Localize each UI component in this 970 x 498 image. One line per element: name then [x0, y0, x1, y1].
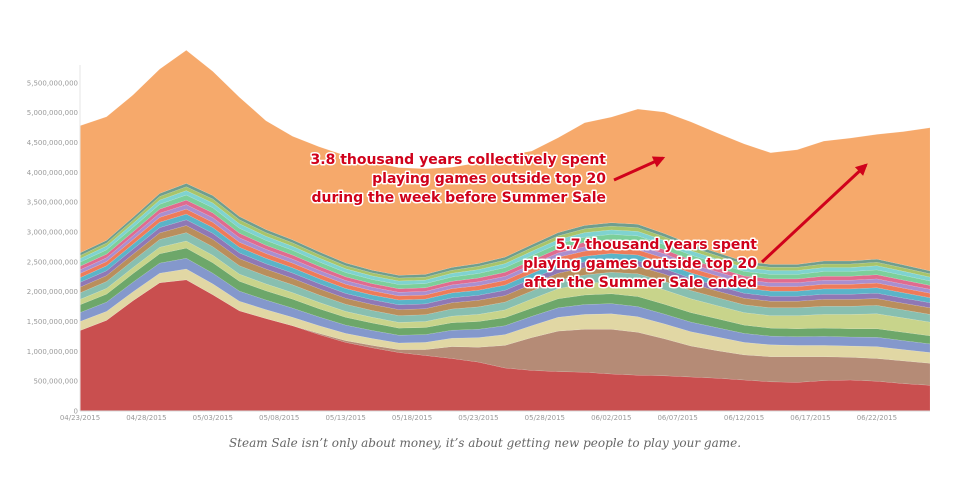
chart-svg: 0 500,000,000 1,000,000,000 1,500,000,000 2,… [27, 50, 931, 422]
x-tick-label: 06/22/2015 [857, 414, 897, 422]
annotation-2-arrow [760, 163, 868, 264]
y-tick-label: 1,000,000,000 [27, 348, 78, 356]
annotation-2-line-1: 5.7 thousand years spent [556, 237, 758, 253]
y-tick-label: 5,000,000,000 [27, 109, 78, 117]
y-tick-label: 5,500,000,000 [27, 79, 78, 87]
stacked-area-chart: 0 500,000,000 1,000,000,000 1,500,000,000 2,… [27, 50, 931, 422]
x-tick-label: 05/08/2015 [259, 414, 299, 422]
x-tick-label: 04/23/2015 [60, 414, 100, 422]
annotation-1-line-2: playing games outside top 20 [372, 171, 606, 187]
area-series-2 [79, 279, 931, 386]
x-tick-label: 05/23/2015 [458, 414, 498, 422]
y-tick-label: 4,000,000,000 [27, 169, 78, 177]
x-tick-label: 05/28/2015 [525, 414, 565, 422]
area-series-18 [79, 50, 931, 276]
y-tick-label: 3,500,000,000 [27, 199, 78, 207]
annotation-2-line-2: playing games outside top 20 [523, 256, 757, 272]
y-tick-label: 2,500,000,000 [27, 258, 78, 266]
y-tick-label: 2,000,000,000 [27, 288, 78, 296]
y-tick-label: 4,500,000,000 [27, 139, 78, 147]
y-tick-label: 500,000,000 [33, 378, 78, 386]
chart-caption: Steam Sale isn’t only about money, it’s … [228, 436, 742, 450]
annotation-1-line-3: during the week before Summer Sale [311, 190, 606, 206]
x-tick-label: 05/13/2015 [325, 414, 365, 422]
annotation-1-arrow [613, 156, 666, 182]
x-tick-label: 06/12/2015 [724, 414, 764, 422]
y-tick-label: 1,500,000,000 [27, 318, 78, 326]
y-tick-label: 0 [74, 408, 78, 416]
x-tick-label: 06/02/2015 [591, 414, 631, 422]
annotation-1-line-1: 3.8 thousand years collectively spent [311, 152, 607, 168]
x-tick-label: 05/18/2015 [392, 414, 432, 422]
y-tick-label: 3,000,000,000 [27, 229, 78, 237]
x-tick-label: 04/28/2015 [126, 414, 166, 422]
x-tick-label: 06/07/2015 [657, 414, 697, 422]
x-tick-label: 05/03/2015 [193, 414, 233, 422]
annotation-2-line-3: after the Summer Sale ended [524, 275, 757, 291]
x-tick-label: 06/17/2015 [790, 414, 830, 422]
